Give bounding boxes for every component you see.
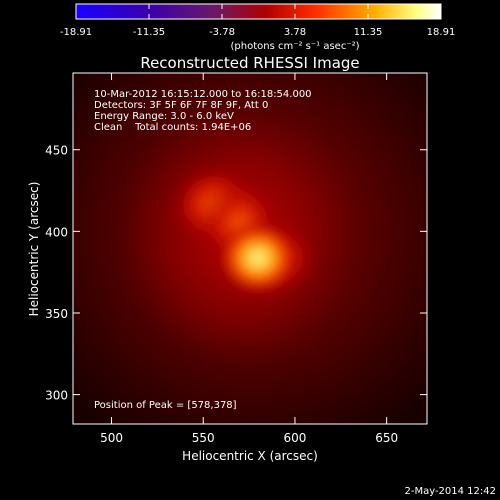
annotation-time-range: 10-Mar-2012 16:15:12.000 to 16:18:54.000 — [94, 89, 312, 100]
y-tick-label: 400 — [45, 225, 68, 239]
colorbar-tick-2: -3.78 — [209, 27, 235, 38]
x-tick-label: 500 — [100, 431, 123, 445]
colorbar-unit-label: (photons cm⁻² s⁻¹ asec⁻²) — [230, 41, 359, 52]
x-tick-label: 650 — [375, 431, 398, 445]
y-axis-ticks: 300 350 400 450 — [45, 144, 427, 403]
colorbar-tick-4: 11.35 — [354, 27, 383, 38]
annotation-total-counts: Clean Total counts: 1.94E+06 — [94, 122, 251, 133]
x-tick-label: 550 — [192, 431, 215, 445]
heatmap-image — [73, 73, 427, 424]
footer-date: 2-May-2014 12:42 — [404, 486, 496, 497]
colorbar-tick-3: 3.78 — [284, 27, 306, 38]
y-tick-label: 450 — [45, 144, 68, 158]
y-tick-label: 300 — [45, 389, 68, 403]
y-axis-label: Heliocentric Y (arcsec) — [27, 182, 41, 317]
colorbar-tick-1: -11.35 — [133, 27, 165, 38]
y-tick-label: 350 — [45, 307, 68, 321]
x-tick-label: 600 — [283, 431, 306, 445]
colorbar-ticks — [75, 4, 442, 19]
annotation-energy-range: Energy Range: 3.0 - 6.0 keV — [94, 111, 234, 122]
peak-position-label: Position of Peak = [578,378] — [94, 400, 237, 411]
x-axis-label: Heliocentric X (arcsec) — [182, 449, 318, 463]
colorbar-tick-5: 18.91 — [427, 27, 456, 38]
colorbar — [75, 3, 442, 20]
x-axis-ticks: 500 550 600 650 — [100, 73, 398, 445]
plot-frame — [72, 72, 428, 425]
colorbar-tick-0: -18.91 — [60, 27, 92, 38]
annotation-detectors: Detectors: 3F 5F 6F 7F 8F 9F, Att 0 — [94, 100, 268, 111]
chart-title: Reconstructed RHESSI Image — [140, 54, 359, 72]
